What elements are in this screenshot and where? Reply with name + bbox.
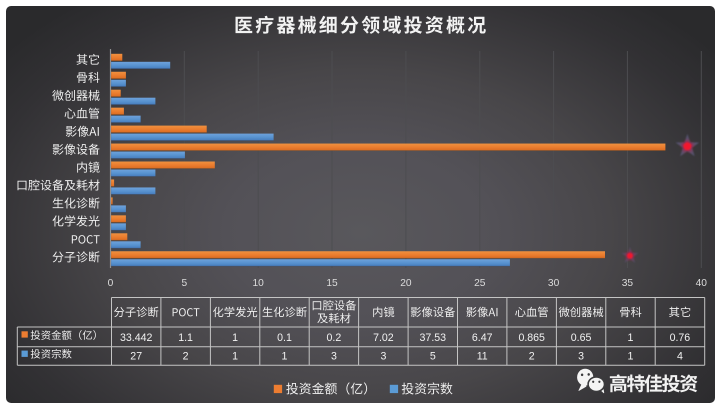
svg-text:0.2: 0.2 [327,332,342,344]
svg-text:0.865: 0.865 [518,332,545,344]
svg-text:3: 3 [331,350,337,362]
svg-text:7.02: 7.02 [373,332,394,344]
svg-text:0.1: 0.1 [277,332,292,344]
svg-text:3: 3 [380,350,386,362]
svg-text:37.53: 37.53 [420,332,447,344]
svg-text:3: 3 [578,350,584,362]
svg-text:5: 5 [181,278,187,289]
svg-text:1: 1 [232,350,238,362]
svg-text:27: 27 [130,350,142,362]
svg-text:0.65: 0.65 [571,332,592,344]
svg-text:2: 2 [183,350,189,362]
svg-text:25: 25 [474,278,486,289]
svg-text:5: 5 [430,350,436,362]
svg-text:30: 30 [548,278,560,289]
svg-text:0: 0 [108,278,114,289]
svg-text:20: 20 [400,278,412,289]
svg-text:1: 1 [282,350,288,362]
svg-text:6.47: 6.47 [472,332,493,344]
svg-text:15: 15 [326,278,338,289]
svg-text:35: 35 [622,278,634,289]
svg-text:40: 40 [696,278,708,289]
svg-text:1: 1 [628,332,634,344]
svg-text:11: 11 [477,350,488,362]
svg-text:1: 1 [232,332,238,344]
svg-text:2: 2 [529,350,535,362]
svg-text:33.442: 33.442 [120,332,153,344]
svg-text:0.76: 0.76 [670,332,691,344]
svg-text:1.1: 1.1 [178,332,193,344]
svg-text:4: 4 [677,350,683,362]
svg-text:10: 10 [253,278,265,289]
svg-text:1: 1 [628,350,634,362]
